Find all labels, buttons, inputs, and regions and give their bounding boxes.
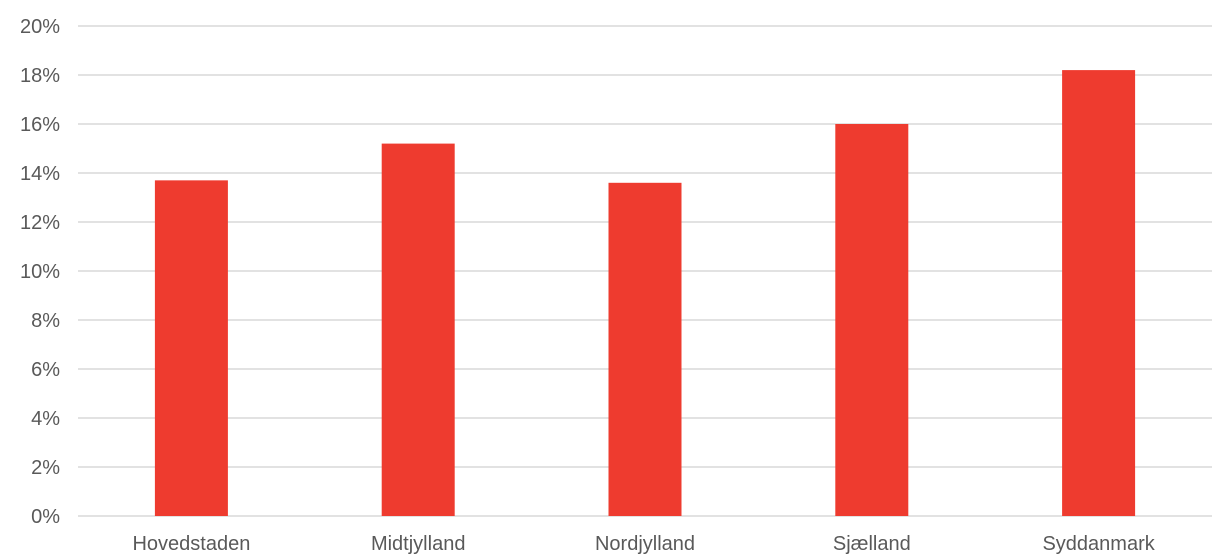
bar-nordjylland: [608, 182, 682, 517]
y-tick-label: 12%: [20, 212, 60, 234]
bar-hovedstaden: [154, 180, 228, 516]
y-tick-label: 2%: [31, 457, 60, 479]
y-tick-label: 6%: [31, 359, 60, 381]
y-tick-label: 8%: [31, 310, 60, 332]
y-axis-tick-labels: 0% 2% 4% 6% 8% 10% 12% 14% 16% 18% 20%: [20, 16, 60, 528]
y-tick-label: 4%: [31, 408, 60, 430]
x-tick-label: Syddanmark: [1042, 533, 1155, 554]
bars: [154, 70, 1136, 517]
y-tick-label: 0%: [31, 506, 60, 528]
x-tick-label: Midtjylland: [371, 533, 465, 554]
y-tick-label: 18%: [20, 65, 60, 87]
x-tick-label: Nordjylland: [595, 533, 695, 554]
x-tick-label: Hovedstaden: [132, 533, 250, 554]
y-tick-label: 20%: [20, 16, 60, 38]
bar-midtjylland: [381, 143, 455, 516]
bar-syddanmark: [1062, 70, 1136, 516]
x-axis-tick-labels: Hovedstaden Midtjylland Nordjylland Sjællan…: [132, 533, 1155, 554]
bar-sjælland: [835, 124, 909, 516]
x-tick-label: Sjælland: [833, 533, 911, 554]
y-tick-label: 10%: [20, 261, 60, 283]
y-tick-label: 14%: [20, 163, 60, 185]
y-tick-label: 16%: [20, 114, 60, 136]
